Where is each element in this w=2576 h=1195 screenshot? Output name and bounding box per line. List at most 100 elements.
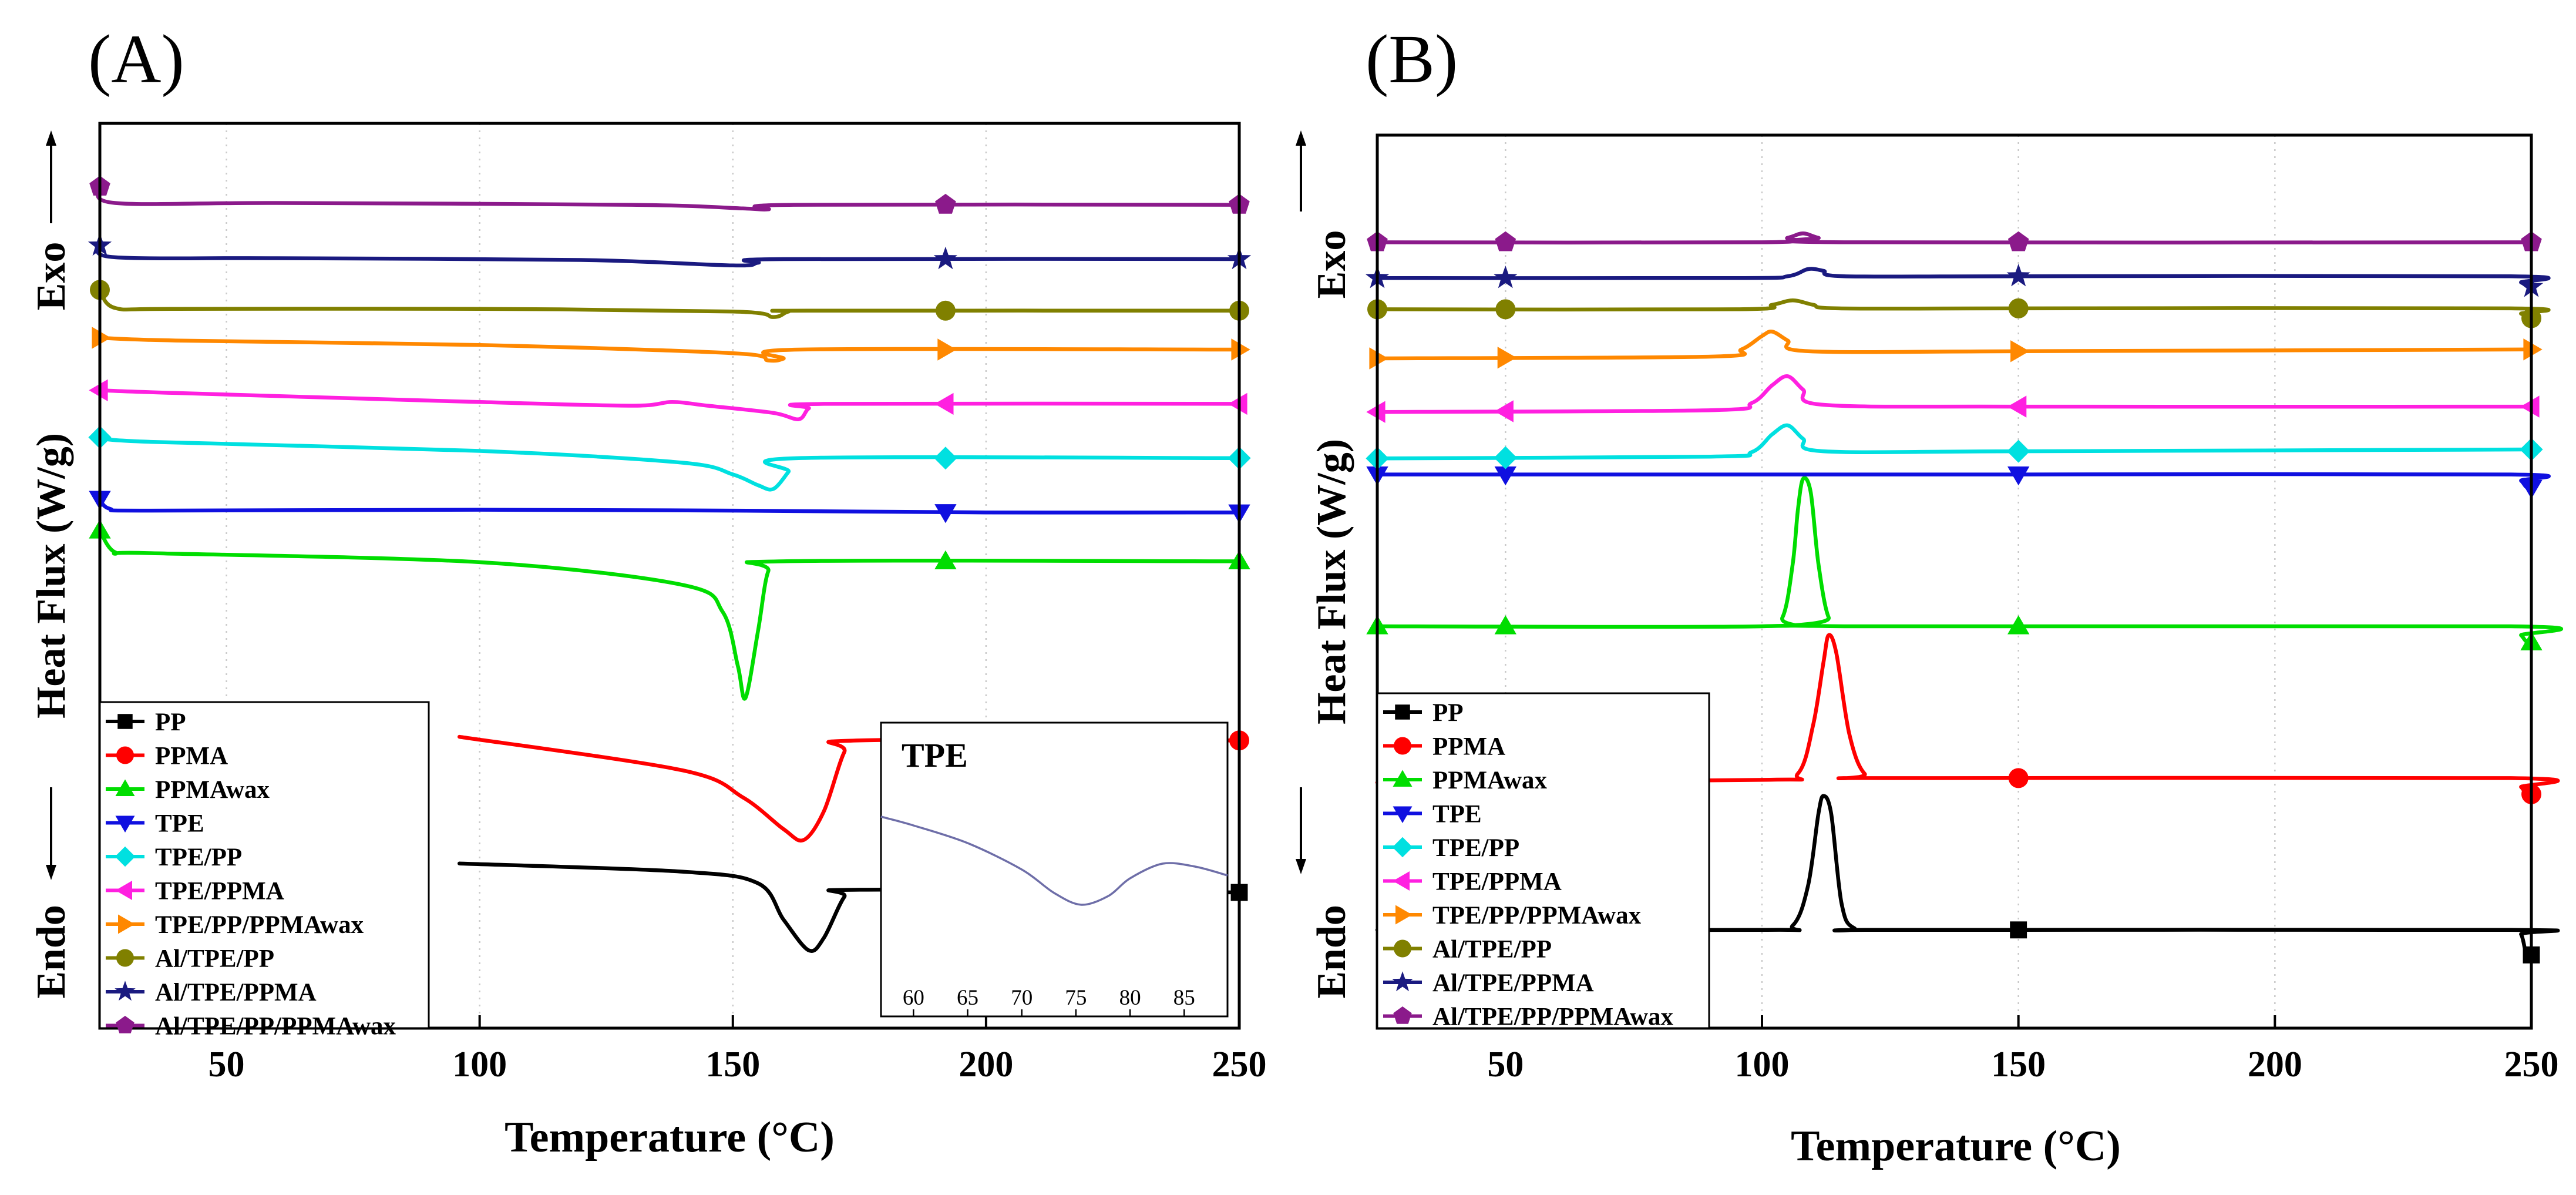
panel-b-marker-tpe [2007, 466, 2030, 486]
panel-a-x-tick-label-200: 200 [959, 1045, 1013, 1085]
panel-a-legend-marker-al-tpe-pp [116, 949, 134, 967]
panel-a-legend-label-al-tpe-ppma: Al/TPE/PPMA [155, 979, 317, 1006]
panel-a-legend-marker-tpe [115, 815, 135, 833]
panel-a-exo-label: Exo [29, 242, 74, 311]
panel-b: (B) 50 100 150 200 250 Temperature (°C) Heat… [1296, 21, 2564, 1170]
inset-curve [880, 815, 1228, 906]
panel-b-x-tick-label-250: 250 [2504, 1045, 2559, 1085]
panel-b-marker-al-tpe-pp [1495, 299, 1516, 320]
panel-b-legend-label-ppma: PPMA [1432, 733, 1505, 761]
inset-x-tick-label-85: 85 [1173, 986, 1195, 1010]
panel-b-legend-label-tpe-ppma: TPE/PPMA [1432, 868, 1562, 896]
panel-b-x-tick-label-50: 50 [1487, 1045, 1524, 1085]
panel-b-legend-label-tpe: TPE [1432, 801, 1482, 828]
panel-b-curve-tpe-pp-ppmawax [1375, 329, 2534, 361]
panel-a-legend-label-tpe-pp: TPE/PP [155, 844, 242, 871]
panel-b-marker-ppmawax [2007, 615, 2030, 635]
panel-a-x-ticks: 50 100 150 200 250 [208, 1015, 1267, 1085]
panel-b-marker-tpe-pp-ppmawax [1497, 347, 1516, 369]
panel-a-curve-tpe-pp [97, 435, 1242, 492]
panel-b-marker-al-tpe-pp-ppmawax [1495, 231, 1516, 251]
panel-b-legend-marker-ppmawax [1393, 770, 1413, 787]
panel-a-exo-arrow [46, 130, 56, 223]
panel-a-legend-label-tpe-pp-ppmawax: TPE/PP/PPMAwax [155, 911, 364, 939]
panel-b-legend-marker-pp [1395, 704, 1410, 720]
panel-a-curve-tpe-pp-ppmawax [97, 335, 1242, 363]
panel-b-curve-al-tpe-pp-ppmawax [1375, 231, 2534, 245]
panel-a-curve-al-tpe-ppma [96, 243, 1242, 268]
inset-x-tick-label-75: 75 [1065, 986, 1087, 1010]
panel-a-endo-arrow [46, 787, 56, 880]
inset-x-tick-label-65: 65 [957, 986, 978, 1010]
panel-a-curve-al-tpe-pp [97, 288, 1242, 319]
panel-a-legend-label-al-tpe-pp-ppmawax: Al/TPE/PP/PPMAwax [155, 1013, 396, 1040]
panel-b-legend-box [1376, 692, 1710, 1029]
panel-b-curve-tpe-pp [1375, 423, 2534, 461]
panel-a-legend-label-tpe: TPE [155, 810, 204, 838]
inset-x-tick-label-60: 60 [903, 986, 924, 1010]
panel-b-legend-label-tpe-pp: TPE/PP [1432, 834, 1519, 862]
panel-b-curve-ppmawax [1375, 476, 2564, 645]
panel-a-y-axis-title: Heat Flux (W/g) [29, 433, 74, 719]
panel-b-marker-al-tpe-ppma [1494, 266, 1518, 288]
panel-b-marker-ppmawax [1494, 615, 1516, 635]
panel-b-legend-marker-al-tpe-pp-ppmawax [1393, 1006, 1412, 1024]
panel-b-marker-tpe-ppma [2007, 395, 2027, 418]
panel-b-curve-al-tpe-pp [1375, 298, 2551, 320]
panel-a-curve-tpe [97, 496, 1242, 515]
panel-b-legend-marker-al-tpe-ppma [1392, 971, 1413, 992]
panel-a-inset: TPE 60 65 70 75 80 85 [880, 721, 1229, 1018]
panel-b-legend-marker-tpe [1393, 806, 1413, 823]
panel-b-x-axis-title: Temperature (°C) [1791, 1122, 2121, 1170]
panel-a-marker-al-tpe-ppma [933, 246, 958, 270]
panel-a-legend-marker-al-tpe-ppma [115, 981, 136, 1001]
panel-b-marker-al-tpe-pp-ppmawax [2007, 231, 2029, 251]
panel-a-x-tick-label-150: 150 [705, 1045, 760, 1085]
panel-a-legend-label-tpe-ppma: TPE/PPMA [155, 878, 284, 905]
inset-curve-tpe [880, 815, 1228, 906]
panel-b-curve-pp [1375, 794, 2560, 958]
panel-b-curve-al-tpe-ppma [1375, 267, 2551, 289]
panel-b-endo-arrow [1296, 787, 1306, 874]
panel-a-marker-tpe [934, 504, 957, 523]
panel-a-legend-label-al-tpe-pp: Al/TPE/PP [155, 945, 274, 973]
panel-b-curves [1365, 231, 2564, 964]
panel-a-curve-ppmawax [97, 528, 1242, 701]
panel-b-legend-label-ppmawax: PPMAwax [1432, 767, 1548, 794]
panel-b-marker-ppma [2008, 768, 2029, 788]
panel-a-x-axis-title: Temperature (°C) [505, 1113, 835, 1162]
panel-b-legend-label-al-tpe-pp-ppmawax: Al/TPE/PP/PPMAwax [1432, 1003, 1674, 1031]
panel-b-legend-label-al-tpe-pp: Al/TPE/PP [1432, 936, 1552, 964]
panel-a-legend-marker-pp [117, 714, 133, 729]
panel-b-marker-pp [2010, 921, 2027, 939]
panel-b-marker-tpe-pp-ppmawax [1369, 347, 1388, 370]
panel-b-marker-tpe-ppma [2520, 395, 2540, 418]
panel-b-plot-frame [1376, 133, 2533, 1030]
panel-a-marker-tpe-pp-ppmawax [937, 338, 957, 361]
panel-a-marker-tpe-pp-ppmawax [1231, 338, 1250, 361]
panel-a-legend-label-pp: PP [155, 709, 186, 736]
panel-a-marker-al-tpe-pp [935, 300, 956, 321]
inset-title: TPE [902, 736, 968, 774]
panel-a-legend-label-ppmawax: PPMAwax [155, 776, 270, 804]
panel-b-legend-marker-tpe-pp-ppmawax [1395, 905, 1413, 925]
inset-x-tick-label-70: 70 [1011, 986, 1033, 1010]
panel-a-legend-marker-ppma [116, 746, 134, 764]
panel-b-y-axis-title: Heat Flux (W/g) [1309, 439, 1354, 724]
panel-a-legend-marker-tpe-pp-ppmawax [118, 914, 135, 934]
panel-b-marker-tpe-ppma [1494, 400, 1514, 422]
panel-b-marker-tpe-pp [2007, 439, 2030, 463]
panel-a-marker-tpe-pp-ppmawax [92, 327, 111, 349]
panel-b-marker-al-tpe-ppma [2006, 263, 2030, 287]
panel-a-plot-frame [98, 122, 1241, 1030]
panel-b-curve-tpe [1375, 472, 2551, 490]
panel-b-exo-label: Exo [1309, 230, 1354, 299]
panel-b-legend: PP PPMA PPMAwax TPE TPE/PP TPE/PPMA TPE/PP/PPM… [1376, 692, 1710, 1031]
panel-a-legend-marker-tpe-pp [115, 846, 136, 867]
panel-a-legend-box [99, 701, 430, 1029]
panel-a-curve-al-tpe-pp-ppmawax [96, 184, 1242, 212]
panel-a-marker-tpe-ppma [89, 379, 108, 401]
inset-frame [880, 721, 1229, 1018]
panel-a-curves [88, 176, 1252, 953]
